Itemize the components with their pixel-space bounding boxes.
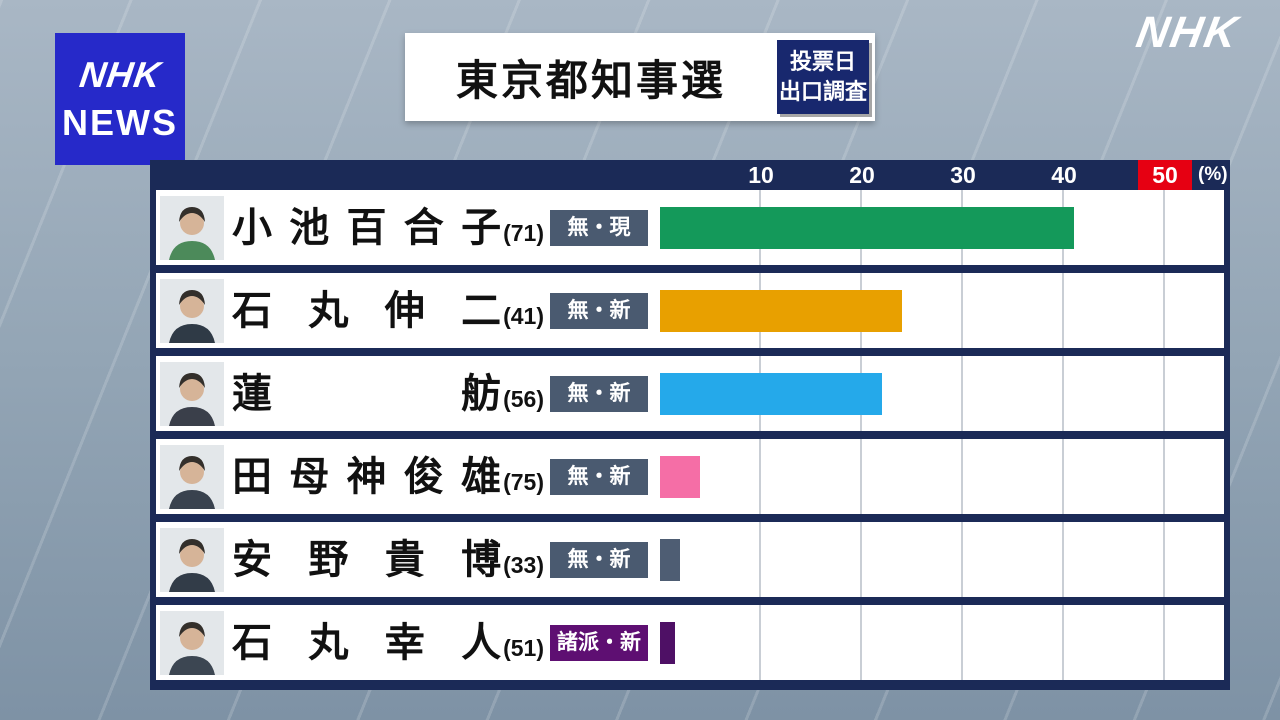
candidate-name-text: 石丸伸二: [232, 288, 502, 333]
candidate-age: (33): [503, 551, 544, 578]
exit-poll-badge-line2: 出口調査: [778, 79, 867, 104]
affiliation-badge: 無・新: [550, 292, 648, 329]
affiliation-badge: 諸派・新: [550, 624, 648, 661]
result-bar: [660, 621, 676, 664]
result-bar: [660, 372, 883, 415]
bar-area: [660, 190, 1224, 265]
candidate-photo: [160, 278, 224, 343]
axis-tick-30: 30: [950, 162, 976, 188]
bar-area: [660, 605, 1224, 680]
axis-tick-10: 10: [748, 162, 774, 188]
affiliation-badge: 無・新: [550, 458, 648, 495]
result-bar: [660, 538, 681, 581]
bar-area: [660, 356, 1224, 431]
candidate-name-text: 蓮舫: [232, 371, 502, 416]
affiliation-badge: 無・現: [550, 209, 648, 246]
candidate-age: (75): [503, 468, 544, 495]
candidate-age: (51): [503, 634, 544, 661]
candidate-row: 蓮舫 (56) 無・新: [156, 356, 1224, 431]
candidate-name-text: 田母神俊雄: [232, 454, 502, 499]
axis-tick-40: 40: [1051, 162, 1077, 188]
candidate-photo: [160, 610, 224, 675]
candidate-age: (56): [503, 385, 544, 412]
result-bar: [660, 206, 1075, 249]
affiliation-badge: 無・新: [550, 541, 648, 578]
candidate-name: 石丸幸人 (51): [232, 623, 544, 663]
title-box: 東京都知事選 投票日 出口調査: [405, 33, 875, 121]
candidate-name-text: 安野貴博: [232, 537, 502, 582]
results-panel: 10 20 30 40 50 (%) 小池百合子 (71) 無・現 石丸伸二 (…: [150, 160, 1230, 690]
candidate-name-text: 小池百合子: [232, 205, 502, 250]
axis-tick-50-highlight: 50: [1138, 160, 1192, 190]
candidate-photo: [160, 527, 224, 592]
candidate-name: 小池百合子 (71): [232, 208, 544, 248]
bar-area: [660, 522, 1224, 597]
candidate-row: 石丸幸人 (51) 諸派・新: [156, 605, 1224, 680]
nhk-corner-logo: NHK: [1132, 8, 1243, 57]
exit-poll-badge: 投票日 出口調査: [777, 40, 869, 114]
axis-unit-label: (%): [1198, 164, 1228, 185]
result-bar: [660, 455, 701, 498]
candidate-age: (71): [503, 219, 544, 246]
axis-tick-20: 20: [849, 162, 875, 188]
axis-header: 10 20 30 40 50 (%): [156, 160, 1228, 190]
news-logo-text: NEWS: [62, 102, 178, 143]
candidate-name: 蓮舫 (56): [232, 374, 544, 414]
candidate-name: 石丸伸二 (41): [232, 291, 544, 331]
exit-poll-badge-line1: 投票日: [789, 49, 856, 75]
nhk-logo-text: NHK: [76, 54, 164, 95]
candidate-name: 安野貴博 (33): [232, 540, 544, 580]
candidate-row: 小池百合子 (71) 無・現: [156, 190, 1224, 265]
affiliation-badge: 無・新: [550, 375, 648, 412]
candidate-row: 石丸伸二 (41) 無・新: [156, 273, 1224, 348]
candidate-photo: [160, 361, 224, 426]
nhk-news-logo: NHK NEWS: [55, 33, 185, 165]
candidate-age: (41): [503, 302, 544, 329]
candidate-name-text: 石丸幸人: [232, 620, 502, 665]
candidate-name: 田母神俊雄 (75): [232, 457, 544, 497]
candidate-photo: [160, 444, 224, 509]
candidate-row: 安野貴博 (33) 無・新: [156, 522, 1224, 597]
candidate-photo: [160, 195, 224, 260]
result-bar: [660, 289, 903, 332]
bar-area: [660, 439, 1224, 514]
page-title: 東京都知事選: [455, 56, 726, 104]
candidate-row: 田母神俊雄 (75) 無・新: [156, 439, 1224, 514]
bar-area: [660, 273, 1224, 348]
